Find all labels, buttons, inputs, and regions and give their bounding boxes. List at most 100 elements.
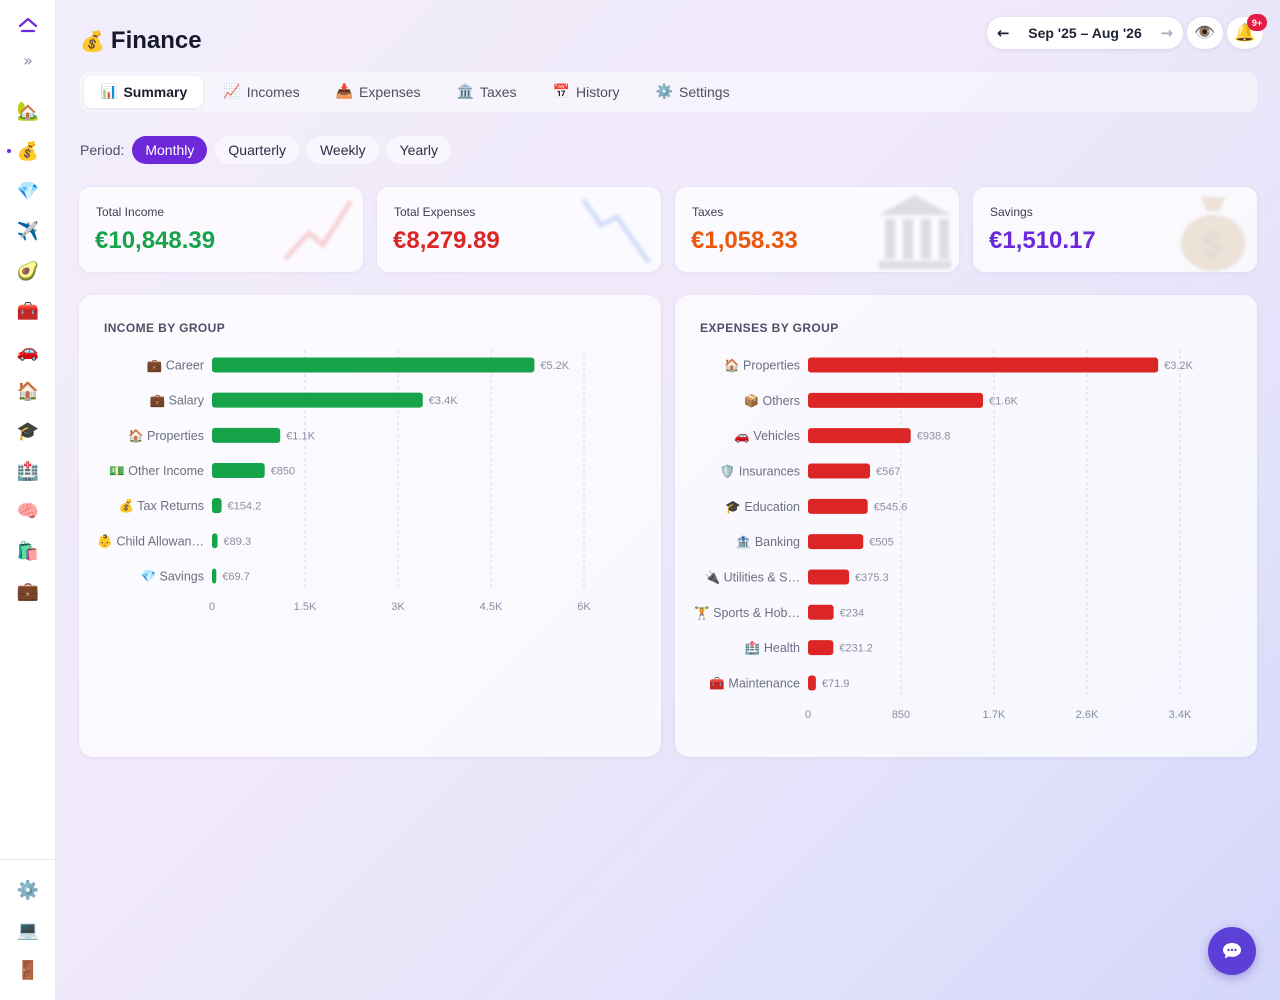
- bar-value-label: €71.9: [822, 678, 850, 690]
- active-indicator: [7, 149, 11, 153]
- bar[interactable]: [808, 569, 850, 585]
- bar-value-label: €3.4K: [429, 395, 458, 407]
- bar[interactable]: [808, 675, 816, 691]
- logout-icon: 🚪: [16, 959, 40, 981]
- food-icon: 🥑: [16, 260, 40, 282]
- tab-summary[interactable]: 📊 Summary: [84, 76, 204, 108]
- chat-button[interactable]: [1208, 927, 1256, 975]
- income-bar-chart: 0 1.5K 3K 4.5K 6K 💼 Career €5.2K 💼 Salary €3.4K 🏠…: [97, 350, 591, 613]
- stat-value: €1,058.33: [691, 227, 798, 254]
- x-tick-label: 0: [209, 601, 215, 613]
- sidebar-item-shopping[interactable]: 🛍️: [14, 537, 42, 565]
- tab-label: Incomes: [246, 84, 300, 100]
- category-label: 🎓 Education: [725, 500, 800, 514]
- tab-history[interactable]: 📅 History: [537, 76, 636, 108]
- tab-label: Settings: [678, 84, 730, 100]
- x-tick-label: 3K: [391, 601, 405, 613]
- sidebar-item-logout[interactable]: 🚪: [14, 956, 42, 984]
- tab-label: Summary: [123, 84, 188, 100]
- sidebar-item-education[interactable]: 🎓: [14, 417, 42, 445]
- category-label: 💼 Salary: [150, 394, 205, 408]
- bar[interactable]: [212, 392, 423, 408]
- category-label: 📦 Others: [743, 393, 800, 408]
- health-icon: 🏥: [16, 460, 40, 482]
- bar[interactable]: [212, 568, 217, 584]
- period-option-quarterly[interactable]: Quarterly: [215, 136, 299, 164]
- visibility-toggle-button[interactable]: 👁️: [1187, 17, 1223, 49]
- x-tick-label: 3.4K: [1169, 709, 1192, 721]
- tab-label: History: [575, 84, 620, 100]
- sidebar-item-device[interactable]: 💻: [14, 916, 42, 944]
- x-tick-label: 4.5K: [480, 601, 503, 613]
- tab-incomes[interactable]: 📈 Incomes: [207, 76, 315, 108]
- stat-value: €8,279.89: [393, 227, 500, 254]
- expenses-by-group-card: EXPENSES BY GROUP 0 850 1.7K 2.6K 3.4K 🏠 Prop…: [675, 295, 1257, 757]
- period-option-yearly[interactable]: Yearly: [386, 136, 452, 164]
- trend-down-icon: [580, 197, 652, 265]
- bar[interactable]: [808, 498, 868, 514]
- total-expenses-card: Total Expenses €8,279.89: [377, 187, 661, 272]
- sidebar-item-health[interactable]: 🏥: [14, 457, 42, 485]
- period-option-weekly[interactable]: Weekly: [306, 136, 379, 164]
- expand-sidebar-icon[interactable]: »: [23, 50, 33, 70]
- savings-card: Savings €1,510.17 $: [973, 187, 1257, 272]
- bar[interactable]: [808, 357, 1159, 373]
- next-period-arrow-icon[interactable]: →: [1160, 24, 1173, 42]
- bar[interactable]: [808, 392, 984, 408]
- sidebar-item-savings[interactable]: 💎: [14, 177, 42, 205]
- sidebar: » 🏡 💰 💎 ✈️ 🥑 🧰 🚗 🏠 🎓 🏥 🧠 🛍️ 💼 ⚙️ 💻 🚪: [0, 0, 56, 1000]
- bar[interactable]: [212, 533, 218, 549]
- tab-expenses[interactable]: 📥 Expenses: [320, 76, 437, 108]
- tab-settings[interactable]: ⚙️ Settings: [640, 76, 746, 108]
- category-label: 🧰 Maintenance: [709, 676, 800, 690]
- sidebar-item-tools[interactable]: 🧰: [14, 297, 42, 325]
- chart-title: INCOME BY GROUP: [104, 321, 226, 335]
- finance-icon: 💰: [16, 140, 40, 162]
- expenses-tab-icon: 📥: [335, 84, 354, 100]
- sidebar-item-properties[interactable]: 🏠: [14, 377, 42, 405]
- total-income-card: Total Income €10,848.39: [79, 187, 363, 272]
- category-label: 💼 Career: [147, 359, 204, 373]
- education-icon: 🎓: [16, 420, 40, 442]
- period-option-monthly[interactable]: Monthly: [132, 136, 208, 164]
- history-tab-icon: 📅: [552, 84, 570, 100]
- sidebar-item-food[interactable]: 🥑: [14, 257, 42, 285]
- bar[interactable]: [212, 498, 222, 514]
- bar[interactable]: [808, 463, 871, 479]
- stat-label: Savings: [990, 205, 1033, 219]
- category-label: 🏠 Properties: [128, 429, 204, 443]
- bar[interactable]: [212, 463, 265, 479]
- bar[interactable]: [212, 357, 535, 373]
- prev-period-arrow-icon[interactable]: ←: [997, 24, 1010, 42]
- bar[interactable]: [808, 534, 864, 550]
- sidebar-item-mind[interactable]: 🧠: [14, 497, 42, 525]
- device-icon: 💻: [16, 919, 40, 941]
- bar[interactable]: [808, 604, 834, 620]
- sidebar-item-finance[interactable]: 💰: [14, 137, 42, 165]
- sidebar-item-settings[interactable]: ⚙️: [14, 876, 42, 904]
- sidebar-item-travel[interactable]: ✈️: [14, 217, 42, 245]
- sidebar-item-vehicles[interactable]: 🚗: [14, 337, 42, 365]
- stat-label: Taxes: [692, 205, 724, 219]
- bar[interactable]: [808, 640, 834, 656]
- category-label: 🚗 Vehicles: [734, 429, 800, 443]
- eye-icon: 👁️: [1194, 23, 1216, 43]
- logo-icon[interactable]: [16, 14, 40, 38]
- period-selector: Period: Monthly Quarterly Weekly Yearly: [80, 136, 452, 164]
- bar[interactable]: [212, 427, 281, 443]
- home-icon: 🏡: [16, 100, 40, 122]
- settings-tab-icon: ⚙️: [655, 84, 673, 100]
- bar-value-label: €89.3: [224, 536, 252, 548]
- travel-icon: ✈️: [16, 220, 40, 242]
- date-range-label[interactable]: Sep '25 – Aug '26: [1028, 25, 1142, 41]
- bar[interactable]: [808, 428, 911, 444]
- stat-value: €10,848.39: [95, 227, 216, 254]
- money-bag-icon: 💰: [80, 29, 105, 53]
- category-label: 🛡️ Insurances: [720, 463, 800, 478]
- sidebar-item-home[interactable]: 🏡: [14, 97, 42, 125]
- tab-bar: 📊 Summary 📈 Incomes 📥 Expenses 🏛️ Taxes 📅 History…: [80, 72, 1257, 112]
- tab-taxes[interactable]: 🏛️ Taxes: [441, 76, 533, 108]
- x-tick-label: 2.6K: [1076, 709, 1099, 721]
- sidebar-item-work[interactable]: 💼: [14, 577, 42, 605]
- category-label: 🔌 Utilities & S…: [705, 569, 800, 584]
